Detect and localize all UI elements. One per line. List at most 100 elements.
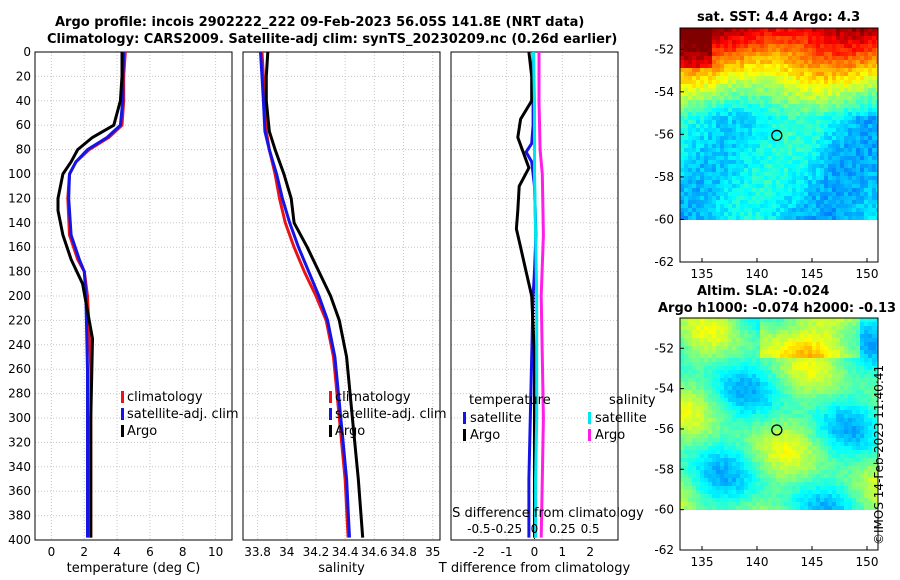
map-cell: [788, 148, 792, 152]
map-cell: [792, 100, 796, 104]
map-cell: [740, 402, 744, 406]
map-cell: [688, 100, 692, 104]
map-cell: [748, 414, 752, 418]
map-cell: [840, 374, 844, 378]
map-cell: [764, 322, 768, 326]
map-cell: [848, 44, 852, 48]
map-cell: [688, 346, 692, 350]
map-cell: [720, 80, 724, 84]
map-cell: [700, 342, 704, 346]
map-cell: [860, 120, 864, 124]
map-cell: [752, 36, 756, 40]
map-cell: [680, 80, 684, 84]
map-cell: [716, 88, 720, 92]
map-cell: [840, 390, 844, 394]
map-cell: [736, 216, 740, 220]
map-cell: [852, 474, 856, 478]
map-cell: [784, 494, 788, 498]
map-cell: [808, 486, 812, 490]
map-cell: [876, 374, 878, 378]
map-cell: [692, 196, 696, 200]
map-cell: [776, 422, 780, 426]
map-cell: [704, 68, 708, 72]
y-tick-label: 100: [8, 167, 31, 181]
map-cell: [816, 322, 820, 326]
map-cell: [680, 398, 684, 402]
map-cell: [856, 176, 860, 180]
map-cell: [764, 144, 768, 148]
map-cell: [752, 132, 756, 136]
map-cell: [760, 160, 764, 164]
map-cell: [736, 112, 740, 116]
map-cell: [684, 128, 688, 132]
map-cell: [796, 378, 800, 382]
map-cell: [872, 204, 876, 208]
map-cell: [820, 342, 824, 346]
map-cell: [868, 422, 872, 426]
map-cell: [872, 474, 876, 478]
map-cell: [824, 374, 828, 378]
map-cell: [868, 200, 872, 204]
map-cell: [760, 200, 764, 204]
map-cell: [768, 180, 772, 184]
map-cell: [752, 88, 756, 92]
map-cell: [796, 100, 800, 104]
map-cell: [864, 462, 868, 466]
map-cell: [808, 28, 812, 32]
map-cell: [868, 406, 872, 410]
map-cell: [816, 414, 820, 418]
map-cell: [860, 454, 864, 458]
map-cell: [856, 128, 860, 132]
map-cell: [832, 164, 836, 168]
map-cell: [780, 56, 784, 60]
map-cell: [728, 180, 732, 184]
map-cell: [800, 330, 804, 334]
map-cell: [716, 204, 720, 208]
map-cell: [740, 196, 744, 200]
map-cell: [700, 124, 704, 128]
map-cell: [776, 144, 780, 148]
map-cell: [692, 470, 696, 474]
map-cell: [704, 350, 708, 354]
map-cell: [768, 402, 772, 406]
map-cell: [780, 398, 784, 402]
map-cell: [848, 490, 852, 494]
map-cell: [696, 394, 700, 398]
map-cell: [688, 216, 692, 220]
map-cell: [760, 494, 764, 498]
map-cell: [732, 184, 736, 188]
map-cell: [788, 136, 792, 140]
map-cell: [756, 326, 760, 330]
map-cell: [840, 188, 844, 192]
map-cell: [872, 462, 876, 466]
map-cell: [732, 446, 736, 450]
map-cell: [776, 72, 780, 76]
map-cell: [740, 36, 744, 40]
map-cell: [680, 430, 684, 434]
map-cell: [872, 418, 876, 422]
map-cell: [852, 56, 856, 60]
map-cell: [756, 36, 760, 40]
map-cell: [688, 152, 692, 156]
map-cell: [828, 498, 832, 502]
map-cell: [784, 462, 788, 466]
map-cell: [700, 402, 704, 406]
map-cell: [844, 140, 848, 144]
map-cell: [860, 378, 864, 382]
map-cell: [812, 338, 816, 342]
map-cell: [776, 354, 780, 358]
map-cell: [856, 498, 860, 502]
map-cell: [712, 418, 716, 422]
map-cell: [856, 398, 860, 402]
map-cell: [732, 390, 736, 394]
map-cell: [780, 36, 784, 40]
map-cell: [784, 334, 788, 338]
map-cell: [736, 506, 740, 510]
map-cell: [864, 52, 868, 56]
map-cell: [784, 382, 788, 386]
map-cell: [796, 112, 800, 116]
map-cell: [792, 192, 796, 196]
map-cell: [692, 418, 696, 422]
map-cell: [804, 374, 808, 378]
map-cell: [876, 378, 878, 382]
